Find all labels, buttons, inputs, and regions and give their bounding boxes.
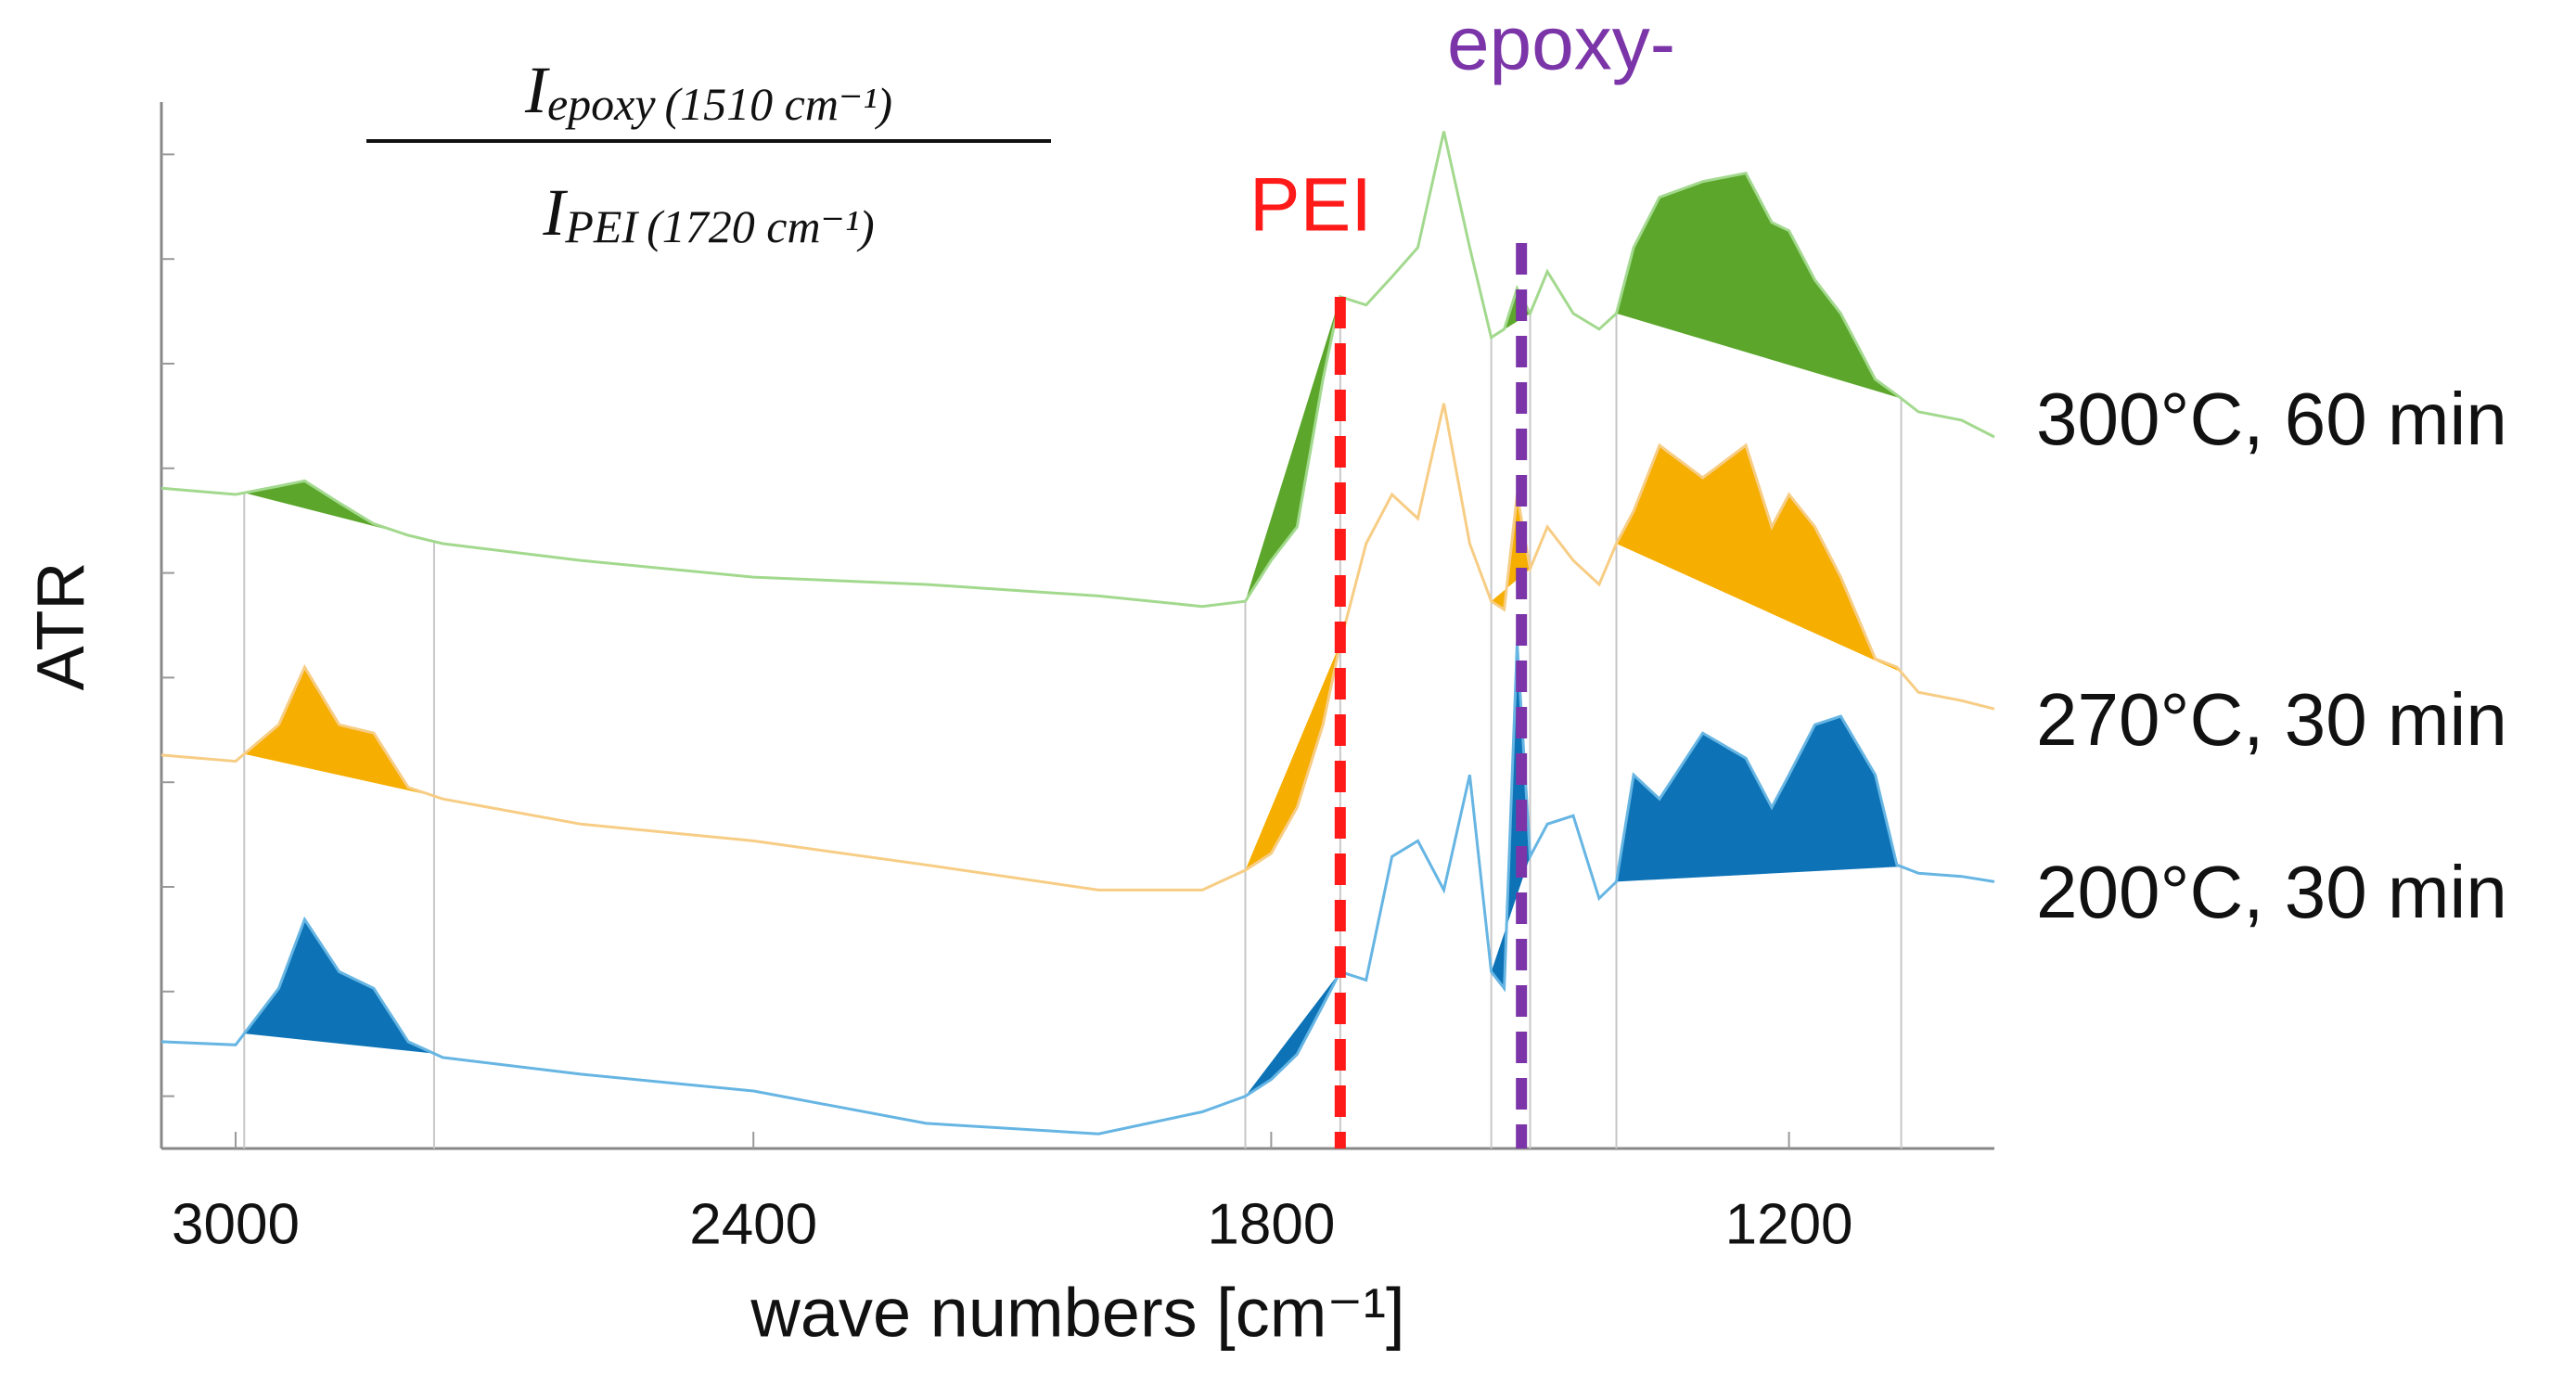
formula: Iepoxy (1510 cm⁻¹) IPEI (1720 cm⁻¹) [366,53,1051,253]
peak-area [244,481,434,542]
symbol: I [542,175,568,250]
argument: (1510 cm⁻¹) [665,78,892,130]
x-tick-label: 2400 [689,1192,817,1256]
x-tick-label: 1800 [1207,1192,1335,1256]
formula-numerator: Iepoxy (1510 cm⁻¹) [524,53,892,131]
peak-area [1245,643,1340,870]
spectrum-line [160,643,1995,1136]
peak-area [244,667,434,797]
argument: (1720 cm⁻¹) [647,200,874,252]
x-tick-label: 1200 [1725,1192,1853,1256]
symbol: I [524,53,550,127]
peak-area [244,918,434,1054]
marker-label: epoxy- [1447,2,1675,86]
subscript: PEI [564,200,639,252]
x-axis-label: wave numbers [cm⁻¹] [750,1275,1404,1352]
peak-area [1616,173,1902,399]
series-label: 200°C, 30 min [2036,851,2507,933]
peak-area [1245,296,1340,602]
spectrum-line [160,131,1995,609]
y-axis-label: ATR [24,562,98,691]
peak-area [1616,444,1902,673]
series-label: 300°C, 60 min [2036,378,2507,460]
formula-denominator: IPEI (1720 cm⁻¹) [542,175,874,253]
x-tick-label: 3000 [172,1192,300,1256]
series-label: 270°C, 30 min [2036,678,2507,761]
peak-area [1245,971,1340,1097]
marker-label: PEI [1250,163,1372,248]
subscript: epoxy [547,78,656,130]
spectrum-line [160,403,1995,892]
